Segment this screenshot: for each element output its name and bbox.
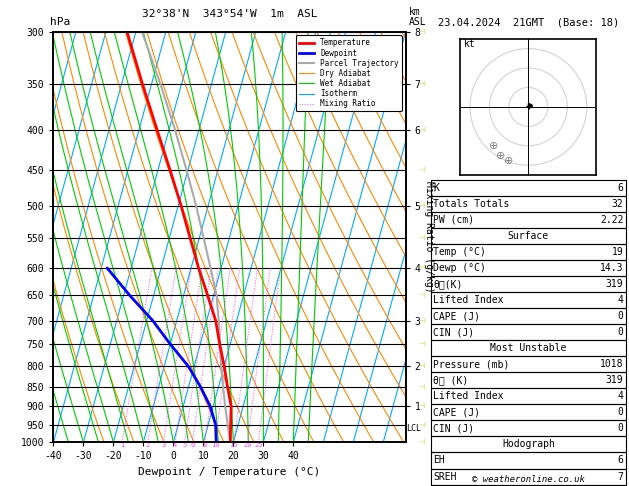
Text: SREH: SREH — [433, 471, 457, 482]
Text: 8: 8 — [203, 442, 207, 448]
Text: LCL: LCL — [406, 424, 421, 433]
Text: Dewp (°C): Dewp (°C) — [433, 263, 486, 273]
Text: Lifted Index: Lifted Index — [433, 391, 504, 401]
Text: ⊣: ⊣ — [418, 363, 425, 369]
Text: ⊣: ⊣ — [418, 422, 425, 428]
Text: ⊣: ⊣ — [418, 203, 425, 209]
Text: EH: EH — [433, 455, 445, 466]
Text: 319: 319 — [606, 279, 623, 289]
Text: ⊣: ⊣ — [418, 235, 425, 242]
X-axis label: Dewpoint / Temperature (°C): Dewpoint / Temperature (°C) — [138, 467, 321, 477]
Text: 4: 4 — [173, 442, 177, 448]
Y-axis label: Mixing Ratio (g/kg): Mixing Ratio (g/kg) — [425, 181, 435, 293]
Text: 0: 0 — [618, 311, 623, 321]
Text: 14.3: 14.3 — [600, 263, 623, 273]
Text: 0: 0 — [618, 407, 623, 417]
Text: Surface: Surface — [508, 231, 549, 241]
Legend: Temperature, Dewpoint, Parcel Trajectory, Dry Adiabat, Wet Adiabat, Isotherm, Mi: Temperature, Dewpoint, Parcel Trajectory… — [296, 35, 402, 111]
Text: 3: 3 — [162, 442, 165, 448]
Text: θᴇ (K): θᴇ (K) — [433, 375, 469, 385]
Text: hPa: hPa — [50, 17, 70, 27]
Text: kt: kt — [464, 39, 476, 49]
Text: ⊣: ⊣ — [418, 403, 425, 409]
Text: 2: 2 — [145, 442, 150, 448]
Text: 23.04.2024  21GMT  (Base: 18): 23.04.2024 21GMT (Base: 18) — [438, 17, 619, 27]
Text: 6: 6 — [618, 455, 623, 466]
Text: ⊣: ⊣ — [418, 439, 425, 445]
Text: 319: 319 — [606, 375, 623, 385]
Text: 6: 6 — [190, 442, 194, 448]
Text: Most Unstable: Most Unstable — [490, 343, 567, 353]
Text: PW (cm): PW (cm) — [433, 215, 474, 225]
Text: 32°38'N  343°54'W  1m  ASL: 32°38'N 343°54'W 1m ASL — [142, 9, 318, 19]
Text: 1: 1 — [120, 442, 124, 448]
Text: 32: 32 — [611, 199, 623, 209]
Text: ⊕: ⊕ — [504, 156, 514, 166]
Text: ⊕: ⊕ — [496, 151, 506, 160]
Text: ⊣: ⊣ — [418, 292, 425, 298]
Text: ⊣: ⊣ — [418, 127, 425, 133]
Text: 25: 25 — [254, 442, 263, 448]
Text: ⊕: ⊕ — [489, 141, 498, 151]
Text: 0: 0 — [618, 327, 623, 337]
Text: ⊣: ⊣ — [418, 29, 425, 35]
Text: CIN (J): CIN (J) — [433, 327, 474, 337]
Text: 20: 20 — [243, 442, 252, 448]
Text: km
ASL: km ASL — [409, 7, 426, 27]
Text: Lifted Index: Lifted Index — [433, 295, 504, 305]
Text: 6: 6 — [618, 183, 623, 193]
Text: K: K — [433, 183, 439, 193]
Text: CIN (J): CIN (J) — [433, 423, 474, 434]
Text: 2.22: 2.22 — [600, 215, 623, 225]
Text: ⊣: ⊣ — [418, 341, 425, 347]
Text: 1018: 1018 — [600, 359, 623, 369]
Text: © weatheronline.co.uk: © weatheronline.co.uk — [472, 474, 585, 484]
Text: θᴇ(K): θᴇ(K) — [433, 279, 463, 289]
Text: 19: 19 — [611, 247, 623, 257]
Text: ⊣: ⊣ — [418, 384, 425, 390]
Text: 10: 10 — [211, 442, 219, 448]
Text: Totals Totals: Totals Totals — [433, 199, 509, 209]
Text: Pressure (mb): Pressure (mb) — [433, 359, 509, 369]
Text: CAPE (J): CAPE (J) — [433, 311, 481, 321]
Text: Temp (°C): Temp (°C) — [433, 247, 486, 257]
Text: ⊣: ⊣ — [418, 265, 425, 271]
Text: CAPE (J): CAPE (J) — [433, 407, 481, 417]
Text: ⊣: ⊣ — [418, 167, 425, 173]
Text: 0: 0 — [618, 423, 623, 434]
Text: 5: 5 — [182, 442, 187, 448]
Text: 15: 15 — [230, 442, 238, 448]
Text: ⊣: ⊣ — [418, 317, 425, 324]
Text: Hodograph: Hodograph — [502, 439, 555, 450]
Text: ⊣: ⊣ — [418, 81, 425, 87]
Text: 4: 4 — [618, 295, 623, 305]
Text: 4: 4 — [618, 391, 623, 401]
Text: 7: 7 — [618, 471, 623, 482]
